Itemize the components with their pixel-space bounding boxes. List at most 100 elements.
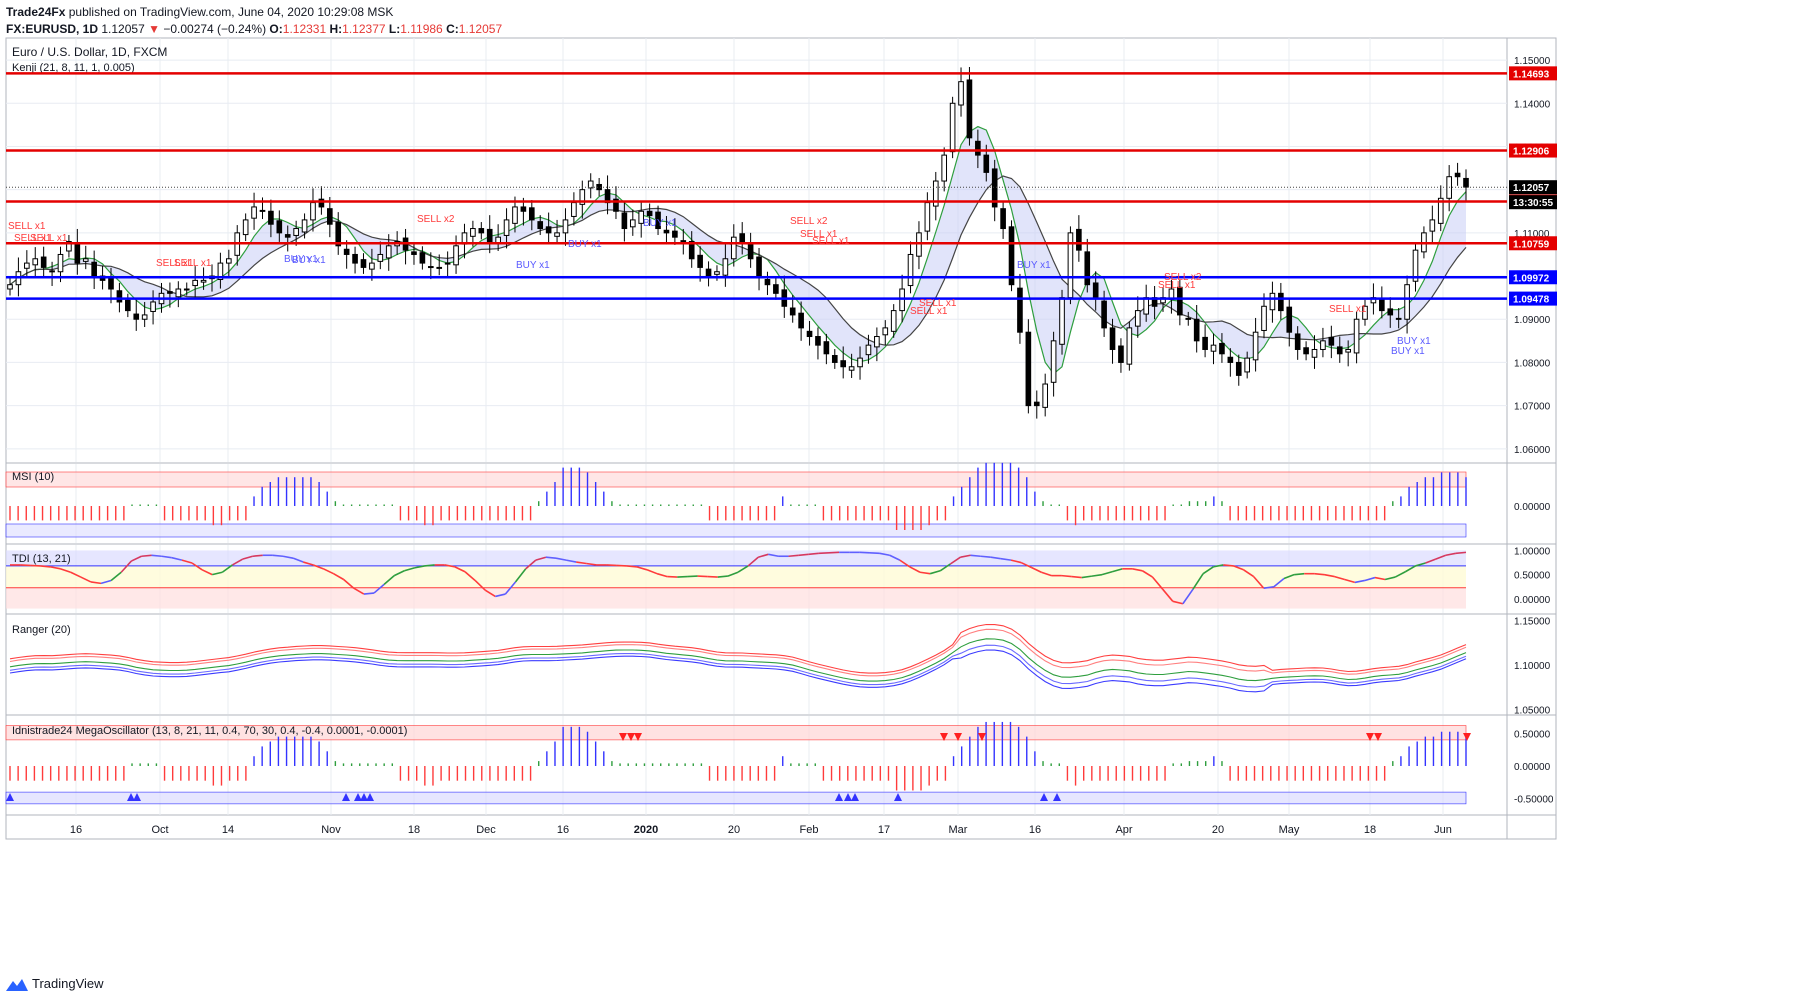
candle-body (200, 279, 207, 283)
tdi-line-segment (373, 583, 385, 594)
sell-triangle-icon (1463, 733, 1471, 741)
candle-body (991, 168, 998, 208)
candle-body (579, 189, 586, 205)
ranger-line (9, 623, 1467, 674)
candle-body (1008, 226, 1015, 286)
price-tag-label: 1.10759 (1513, 239, 1550, 250)
signal-annotation: SELL x1 (910, 306, 948, 317)
buy-triangle-icon (835, 793, 843, 801)
candle-body (562, 219, 569, 234)
candle-body (705, 268, 712, 277)
tdi-line-segment (393, 570, 405, 577)
high-value: 1.12377 (342, 22, 386, 36)
candle-body (629, 219, 636, 228)
candle-body (1252, 331, 1259, 361)
tdi-line-segment (514, 568, 527, 583)
candle-body (1118, 345, 1124, 363)
candle-body (32, 258, 39, 266)
signal-annotation: BUY x1 (568, 239, 602, 250)
candle-body (537, 221, 544, 230)
candle-body (1059, 297, 1065, 345)
tdi-line-segment (586, 562, 597, 566)
tdi-line-segment (212, 571, 223, 576)
tdi-line-segment (1294, 572, 1305, 576)
indicator-subtitle: Kenji (21, 8, 11, 1, 0.005) (12, 62, 135, 74)
tdi-line-segment (1213, 564, 1224, 568)
tdi-line-segment (303, 561, 314, 566)
candle-body (1185, 317, 1192, 320)
candle-body (419, 252, 426, 264)
chart-frame (5, 37, 1557, 840)
candle-body (1328, 336, 1335, 346)
tdi-line-segment (717, 575, 728, 578)
candle-body (293, 228, 299, 236)
candle-body (697, 254, 703, 268)
msi-title: MSI (10) (12, 471, 54, 483)
tdi-line-segment (1000, 557, 1012, 561)
tdi-line-segment (1162, 588, 1174, 602)
signal-annotation: BUY x1 (516, 260, 550, 271)
tdi-line-segment (70, 571, 82, 578)
price-tag-label: 1.09972 (1513, 273, 1550, 284)
candle-body (714, 271, 720, 275)
x-tick-label: 18 (408, 824, 420, 836)
tdi-line-segment (1243, 569, 1255, 578)
tdi-middle-zone (6, 565, 1466, 588)
tdi-line-segment (130, 555, 142, 562)
msi-lower-zone (5, 523, 1467, 538)
tdi-line-segment (798, 553, 809, 557)
buy-triangle-icon (127, 793, 135, 801)
candle-body (672, 230, 678, 238)
candle-body (217, 262, 224, 281)
tdi-line-segment (171, 556, 183, 561)
tdi-line-segment (201, 569, 213, 576)
tdi-line-segment (939, 563, 951, 572)
publisher-name[interactable]: Trade24Fx (6, 5, 66, 19)
candle-body (874, 336, 880, 348)
candle-body (587, 180, 594, 189)
tdi-line-segment (960, 554, 971, 558)
candle-body (453, 245, 459, 266)
tdi-line-segment (1354, 579, 1366, 584)
signal-annotation: SELL x1 (919, 298, 957, 309)
tdi-line-segment (161, 555, 172, 559)
publish-header: Trade24Fx published on TradingView.com, … (6, 5, 393, 19)
tradingview-logo[interactable]: TradingView (6, 976, 104, 991)
buy-triangle-icon (6, 793, 14, 801)
candle-body (1269, 292, 1276, 311)
candle-body (1454, 172, 1461, 178)
candle-body (1000, 208, 1006, 230)
candle-body (966, 79, 973, 139)
ranger-y-label: 1.15000 (1514, 617, 1551, 628)
tdi-line-segment (1061, 574, 1072, 578)
candle-body (730, 236, 737, 260)
tdi-line-segment (747, 556, 759, 567)
candle-body (125, 299, 131, 312)
x-tick-label: 2020 (634, 824, 658, 836)
tdi-line-segment (1415, 562, 1426, 567)
x-tick-label: Jun (1434, 824, 1452, 836)
candle-body (831, 355, 838, 363)
x-tick-label: 16 (70, 824, 82, 836)
sell-triangle-icon (1374, 733, 1382, 741)
tdi-line-segment (919, 571, 931, 575)
signal-annotation: SELL x2 (790, 216, 828, 227)
tdi-line-segment (576, 561, 587, 565)
candle-body (512, 206, 518, 224)
tdi-line-segment (879, 552, 890, 557)
candle-body (427, 266, 434, 269)
candle-body (613, 198, 619, 212)
x-tick-label: Oct (151, 824, 168, 836)
kenji-slow-line (9, 175, 1467, 346)
candle-body (1429, 219, 1436, 232)
candle-body (1404, 284, 1410, 320)
tdi-line-segment (646, 569, 658, 575)
candle-body (470, 228, 476, 237)
tdi-line-segment (272, 554, 284, 558)
high-label: H: (329, 22, 343, 36)
candle-body (756, 256, 762, 277)
tdi-line-segment (970, 554, 981, 558)
signal-annotation: SELL x1 (156, 258, 194, 269)
buy-triangle-icon (844, 793, 852, 801)
